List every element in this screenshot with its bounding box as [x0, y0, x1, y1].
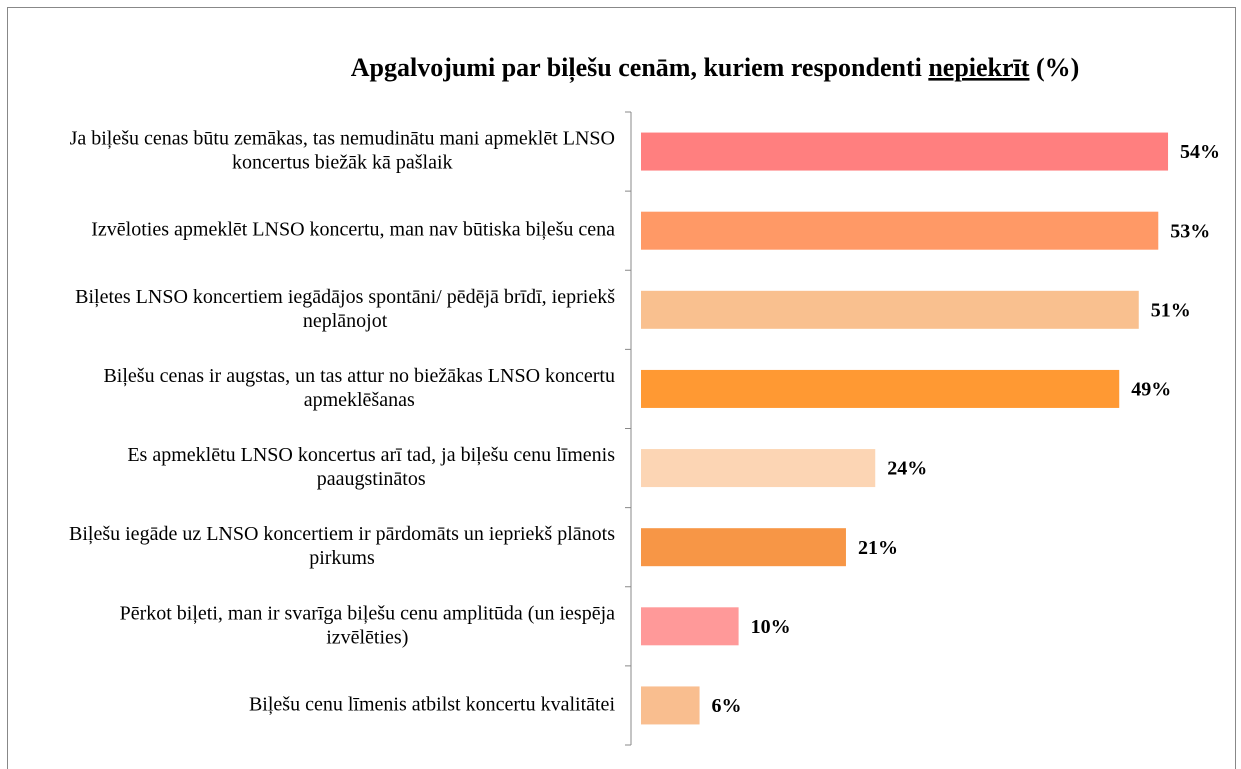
frame [7, 7, 1236, 769]
bar [641, 607, 739, 646]
y-tick-label: Pērkot biļeti, man ir svarīga biļešu cen… [120, 602, 616, 648]
bar [641, 369, 1120, 408]
bar [641, 290, 1139, 329]
y-tick-label: Ja biļešu cenas būtu zemākas, tas nemudi… [70, 127, 615, 173]
y-tick-label: Biļešu cenas ir augstas, un tas attur no… [103, 365, 615, 411]
title-part: Apgalvojumi par biļešu cenām, kuriem res… [351, 53, 922, 83]
y-tick-label: Izvēloties apmeklēt LNSO koncertu, man n… [91, 218, 615, 240]
bar [641, 132, 1169, 171]
y-tick-label: Biļešu cenu līmenis atbilst koncertu kva… [249, 693, 615, 715]
bar [641, 449, 876, 488]
y-tick-label: Es apmeklētu LNSO koncertus arī tad, ja … [127, 444, 615, 490]
bar [641, 686, 700, 725]
value-label: 51% [1151, 299, 1191, 321]
value-label: 10% [751, 616, 791, 638]
chart-title: Apgalvojumi par biļešu cenām, kuriem res… [351, 53, 1080, 83]
bar [641, 211, 1159, 250]
value-label: 6% [712, 695, 742, 717]
value-label: 53% [1170, 220, 1210, 242]
y-tick-label: Biļešu iegāde uz LNSO koncertiem ir pārd… [69, 523, 615, 569]
bar [641, 528, 846, 567]
value-label: 49% [1131, 379, 1171, 401]
value-label: 24% [887, 458, 927, 480]
title-part: (%) [1036, 53, 1079, 82]
title-emphasis: nepiekrīt [928, 53, 1029, 82]
y-tick-label: Biļetes LNSO koncertiem iegādājos spontā… [75, 285, 615, 331]
value-label: 54% [1180, 141, 1220, 163]
value-label: 21% [858, 537, 898, 559]
